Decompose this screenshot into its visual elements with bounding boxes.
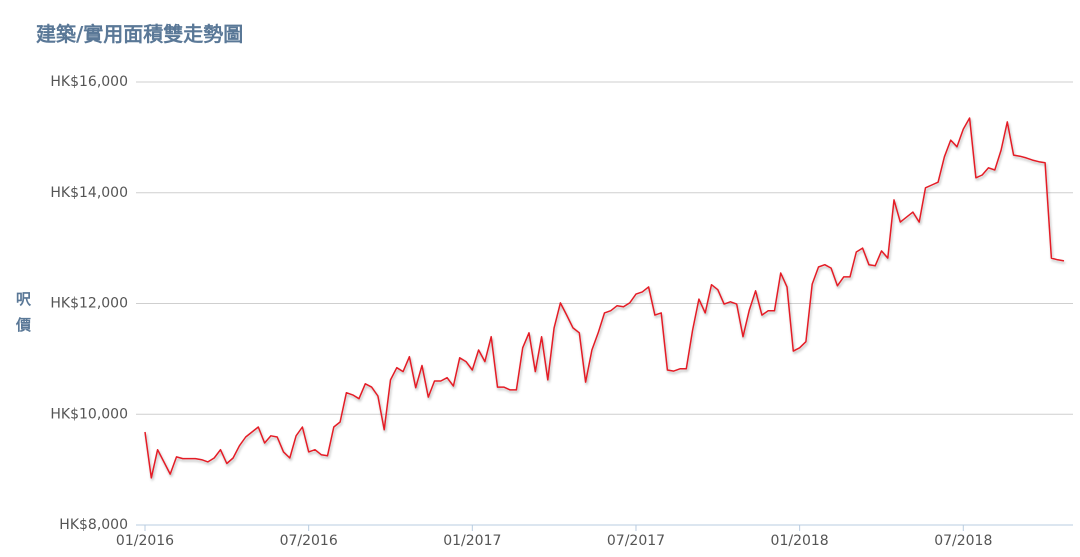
x-tick-label: 01/2018 (771, 533, 829, 549)
x-tick-label: 07/2018 (934, 533, 992, 549)
y-tick-label: HK$8,000 (59, 517, 128, 533)
x-tick-label: 07/2016 (280, 533, 338, 549)
y-tick-label: HK$14,000 (50, 185, 128, 201)
y-tick-label: HK$12,000 (50, 296, 128, 312)
x-tick-label: 01/2016 (116, 533, 174, 549)
price-line (144, 117, 1065, 479)
x-tick-label: 07/2017 (607, 533, 665, 549)
x-tick-label: 01/2017 (443, 533, 501, 549)
chart-title: 建築/實用面積雙走勢圖 (36, 22, 244, 46)
y-tick-label: HK$16,000 (50, 74, 128, 90)
y-tick-label: HK$10,000 (50, 406, 128, 422)
y-axis-label: 呎價 (16, 290, 32, 334)
